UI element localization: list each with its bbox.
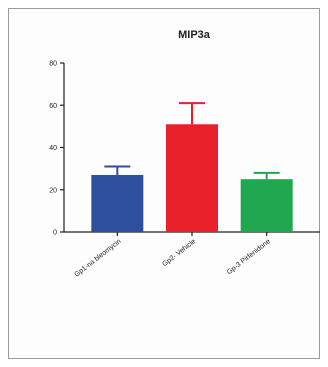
bar [91, 174, 144, 232]
error-bars [104, 102, 280, 180]
y-axis: 0 20 40 60 80 [49, 61, 65, 237]
bar [240, 179, 293, 232]
bar [166, 124, 218, 232]
x-axis [64, 231, 320, 236]
x-tick-label: Gp1-na bleomycin [73, 238, 122, 279]
category-labels: Gp1-na bleomycin Gp2- Vehicle Gp-3 Pirfeni… [73, 238, 271, 279]
x-tick-label: Gp2- Vehicle [161, 238, 197, 268]
chart-title: MIP3a [178, 29, 211, 41]
bars [91, 124, 293, 232]
y-tick-label: 40 [49, 145, 57, 152]
y-tick-label: 80 [49, 61, 57, 68]
y-tick-label: 60 [49, 103, 57, 110]
y-tick-label: 20 [49, 187, 57, 194]
y-tick-label: 0 [53, 230, 57, 237]
x-tick-label: Gp-3 Pirfenidone [226, 238, 272, 276]
